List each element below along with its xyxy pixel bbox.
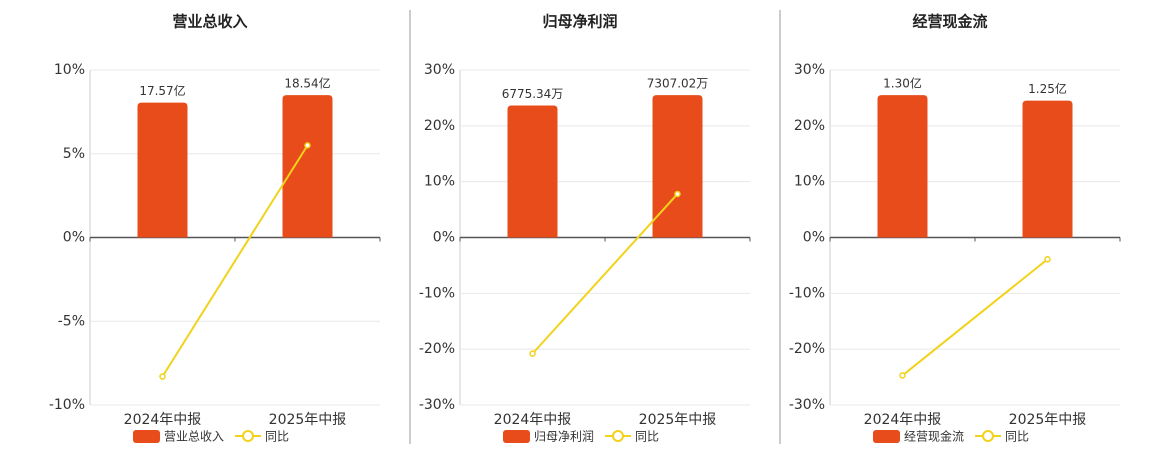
legend-swatch [873,430,900,443]
line [161,144,309,378]
line-point [1044,256,1051,263]
y-tick-label: -30% [419,397,455,413]
value-label: 18.54亿 [284,76,330,91]
legend-marker [612,430,624,442]
y-tick-label: -30% [789,397,825,413]
legend-label: 同比 [265,430,289,444]
legend-label: 同比 [1005,430,1029,444]
y-tick-label: -5% [58,313,85,329]
value-label: 7307.02万 [647,77,709,91]
y-tick-label: -20% [419,341,455,357]
legend-label: 营业总收入 [164,430,224,444]
y-tick-label: 10% [424,174,455,190]
bar [507,105,558,238]
y-tick-label: 0% [433,230,455,246]
x-tick-label: 2024年中报 [124,412,202,428]
bar [877,95,928,238]
y-tick-label: 30% [424,62,455,78]
bar [1022,100,1073,238]
y-tick-label: -20% [789,341,825,357]
x-tick-label: 2025年中报 [639,412,717,428]
y-tick-label: 10% [794,174,825,190]
y-tick-label: 10% [54,62,85,78]
legend-label: 经营现金流 [904,429,964,444]
y-tick-label: 20% [794,118,825,134]
y-tick-label: 20% [424,118,455,134]
x-tick-label: 2025年中报 [269,412,347,428]
legend-marker [982,430,994,442]
value-label: 1.30亿 [883,76,922,91]
y-tick-label: -10% [789,285,825,301]
legend-swatch [503,430,530,443]
bar [652,95,703,238]
x-tick-label: 2025年中报 [1009,412,1087,428]
legend-label: 同比 [635,430,659,444]
line-point [304,142,311,149]
y-tick-label: 30% [794,62,825,78]
chart-title: 经营现金流 [912,13,987,31]
y-tick-label: 5% [63,146,85,162]
line-point [159,373,166,380]
y-tick-label: 0% [803,230,825,246]
value-label: 1.25亿 [1028,81,1067,96]
line-point [529,350,536,357]
y-tick-label: 0% [63,230,85,246]
line [901,258,1049,377]
chart-title: 营业总收入 [172,13,247,31]
legend-marker [242,430,254,442]
bar [282,95,333,238]
y-tick-label: -10% [49,397,85,413]
line-point [674,190,681,198]
x-tick-label: 2024年中报 [494,412,572,428]
line [531,193,679,355]
x-tick-label: 2024年中报 [864,412,942,428]
value-label: 17.57亿 [139,83,185,98]
chart-title: 归母净利润 [542,13,617,31]
legend-label: 归母净利润 [534,430,594,444]
y-tick-label: -10% [419,285,455,301]
legend-swatch [133,430,160,443]
line-point [899,372,906,379]
value-label: 6775.34万 [502,87,564,101]
bar [137,102,188,238]
